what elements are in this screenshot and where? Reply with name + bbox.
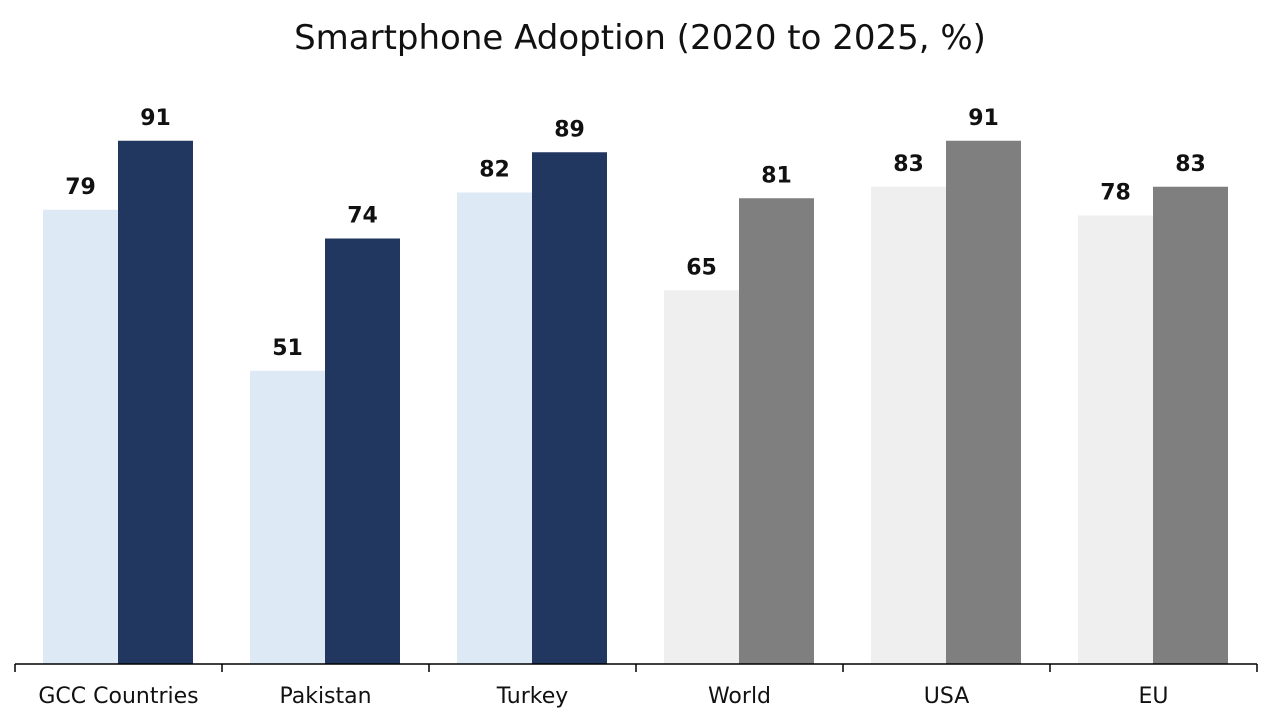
bar-turkey-series-1 bbox=[457, 192, 532, 664]
category-label-gcc-countries: GCC Countries bbox=[38, 684, 198, 709]
bar-gcc-countries-series-1 bbox=[43, 209, 118, 664]
bar-turkey-series-2 bbox=[532, 152, 607, 664]
data-label-usa-series-2: 91 bbox=[968, 106, 999, 131]
bar-usa-series-1 bbox=[871, 186, 946, 664]
bar-pakistan-series-1 bbox=[250, 370, 325, 664]
data-label-world-series-2: 81 bbox=[761, 163, 792, 188]
category-label-pakistan: Pakistan bbox=[279, 684, 371, 709]
data-label-turkey-series-2: 89 bbox=[554, 117, 585, 142]
bar-world-series-1 bbox=[664, 290, 739, 664]
chart-title: Smartphone Adoption (2020 to 2025, %) bbox=[294, 18, 986, 58]
data-label-pakistan-series-1: 51 bbox=[272, 336, 303, 361]
bar-pakistan-series-2 bbox=[325, 238, 400, 664]
data-label-gcc-countries-series-1: 79 bbox=[65, 175, 96, 200]
bar-eu-series-2 bbox=[1153, 186, 1228, 664]
bar-eu-series-1 bbox=[1078, 215, 1153, 664]
category-label-usa: USA bbox=[924, 684, 970, 709]
data-label-world-series-1: 65 bbox=[686, 255, 717, 280]
data-label-usa-series-1: 83 bbox=[893, 152, 924, 177]
data-label-pakistan-series-2: 74 bbox=[347, 204, 378, 229]
data-label-turkey-series-1: 82 bbox=[479, 158, 510, 183]
category-label-eu: EU bbox=[1138, 684, 1168, 709]
category-label-turkey: Turkey bbox=[496, 684, 569, 709]
data-label-eu-series-1: 78 bbox=[1100, 181, 1131, 206]
bar-world-series-2 bbox=[739, 198, 814, 664]
data-label-eu-series-2: 83 bbox=[1175, 152, 1206, 177]
data-label-gcc-countries-series-2: 91 bbox=[140, 106, 171, 131]
bar-usa-series-2 bbox=[946, 140, 1021, 664]
category-label-world: World bbox=[708, 684, 771, 709]
bar-gcc-countries-series-2 bbox=[118, 140, 193, 664]
